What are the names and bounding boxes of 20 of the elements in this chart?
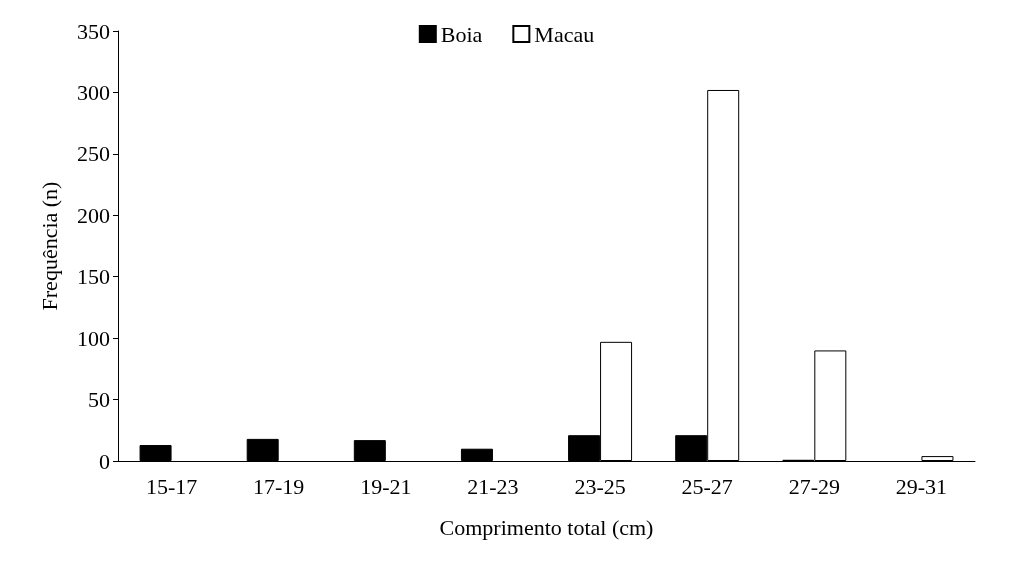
y-tick-label: 300 [77,79,110,105]
y-tick-label: 350 [77,18,110,44]
x-axis-title: Comprimento total (cm) [439,514,654,540]
y-tick-label: 50 [88,387,110,413]
y-axis-title: Frequência (n) [36,181,62,311]
x-tick-label: 21-23 [467,473,519,499]
x-tick-label: 17-19 [253,473,305,499]
x-tick-label: 27-29 [788,473,840,499]
y-tick-label: 0 [99,448,110,474]
y-tick-label: 150 [77,264,110,290]
x-tick-label: 19-21 [360,473,412,499]
legend-label: Macau [534,21,595,47]
x-tick-label: 29-31 [895,473,948,499]
y-tick-label: 100 [77,325,110,351]
x-tick-label: 23-25 [574,473,626,499]
y-tick-label: 200 [77,202,110,228]
x-tick-label: 15-17 [145,473,198,499]
legend-label: Boia [440,21,483,47]
x-tick-label: 25-27 [681,473,733,499]
y-tick-label: 250 [77,141,110,167]
